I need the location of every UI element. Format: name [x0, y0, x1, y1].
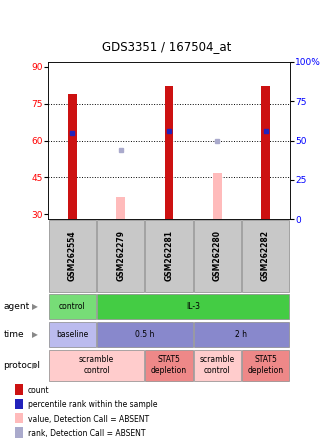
Text: STAT5
depletion: STAT5 depletion [247, 356, 284, 375]
Text: STAT5
depletion: STAT5 depletion [151, 356, 187, 375]
Bar [97, 220, 145, 292]
Bar [97, 322, 193, 347]
Text: 2 h: 2 h [235, 330, 247, 339]
Bar [15, 428, 23, 438]
Text: GSM262281: GSM262281 [165, 230, 173, 281]
Bar [15, 399, 23, 409]
Bar [15, 384, 23, 395]
Text: GSM262280: GSM262280 [213, 230, 222, 281]
Text: baseline: baseline [56, 330, 89, 339]
Text: count: count [28, 386, 49, 395]
Text: GSM262282: GSM262282 [261, 230, 270, 281]
Bar [242, 350, 289, 381]
Bar [193, 220, 241, 292]
Text: rank, Detection Call = ABSENT: rank, Detection Call = ABSENT [28, 429, 145, 438]
Text: scramble
control: scramble control [79, 356, 114, 375]
Bar [116, 197, 125, 219]
Text: GDS3351 / 167504_at: GDS3351 / 167504_at [102, 40, 231, 53]
Text: ▶: ▶ [32, 330, 38, 339]
Bar [49, 322, 96, 347]
Text: percentile rank within the sample: percentile rank within the sample [28, 400, 157, 409]
Bar [213, 173, 222, 219]
Text: GSM262554: GSM262554 [68, 230, 77, 281]
Bar [145, 350, 193, 381]
Bar [165, 86, 173, 219]
Text: protocol: protocol [3, 361, 40, 370]
Text: IL-3: IL-3 [186, 302, 200, 311]
Bar [261, 86, 270, 219]
Text: 0.5 h: 0.5 h [135, 330, 155, 339]
Bar [145, 220, 193, 292]
Bar [97, 294, 289, 319]
Text: value, Detection Call = ABSENT: value, Detection Call = ABSENT [28, 415, 149, 424]
Bar [193, 322, 289, 347]
Bar [49, 350, 145, 381]
Text: time: time [3, 330, 24, 339]
Text: agent: agent [3, 302, 30, 311]
Text: scramble
control: scramble control [200, 356, 235, 375]
Bar [49, 220, 96, 292]
Text: GSM262279: GSM262279 [116, 230, 125, 281]
Text: control: control [59, 302, 86, 311]
Bar [15, 413, 23, 424]
Bar [68, 94, 77, 219]
Text: ▶: ▶ [32, 302, 38, 311]
Text: ▶: ▶ [32, 361, 38, 370]
Bar [193, 350, 241, 381]
Bar [49, 294, 96, 319]
Bar [242, 220, 289, 292]
